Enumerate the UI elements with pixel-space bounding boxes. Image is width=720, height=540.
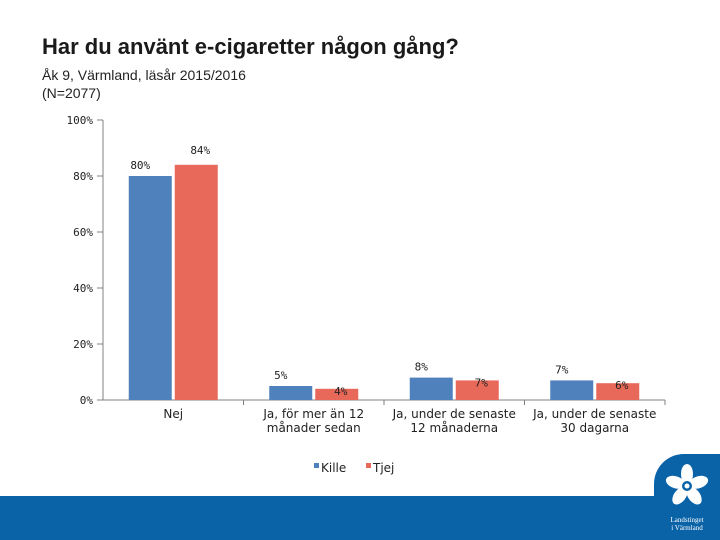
data-label: 7% [555,363,569,376]
logo-text-line-1: Landstinget [670,516,704,524]
bar-chart: 0% 20% 40% 60% 80% 100% 80% 84% Nej 5% 4% Ja, för m… [67,114,666,475]
bar-kille [550,380,594,400]
bar-kille [269,386,313,400]
category-label: månader sedan [267,421,361,435]
category-label: Ja, under de senaste [532,407,656,421]
y-tick-label: 0% [80,394,94,407]
category-label: Ja, under de senaste [392,407,516,421]
legend-swatch-kille [314,463,319,468]
y-tick-label: 40% [73,282,93,295]
chart-title: Har du använt e-cigaretter någon gång? [42,34,459,59]
bar-kille [128,176,172,400]
bar-tjej [455,380,499,400]
subtitle-line-1: Åk 9, Värmland, läsår 2015/2016 [42,67,246,83]
bar-tjej [596,383,640,400]
subtitle-line-2: (N=2077) [42,85,101,101]
bar-kille [409,377,453,400]
category-label: 30 dagarna [560,421,629,435]
chart-subtitle: Åk 9, Värmland, läsår 2015/2016 (N=2077) [42,66,246,102]
data-label: 84% [190,144,210,157]
y-tick-label: 60% [73,226,93,239]
data-label: 6% [615,379,629,392]
logo-text-line-2: i Värmland [671,524,703,532]
data-label: 5% [274,369,288,382]
legend-label-tjej: Tjej [372,461,394,475]
logo: Landstinget i Värmland [654,454,720,540]
legend-label-kille: Kille [321,461,346,475]
data-label: 80% [130,159,150,172]
legend-swatch-tjej [366,463,371,468]
data-label: 4% [334,385,348,398]
bar-tjej [315,388,359,400]
data-label: 7% [475,376,489,389]
footer-band [0,496,720,540]
flower-logo-icon [665,464,709,505]
category-label: 12 månaderna [410,421,498,435]
bar-tjej [174,164,218,400]
y-tick-label: 80% [73,170,93,183]
y-tick-label: 100% [67,114,94,127]
y-tick-label: 20% [73,338,93,351]
category-label: Ja, för mer än 12 [262,407,364,421]
category-label: Nej [163,407,183,421]
data-label: 8% [415,361,429,374]
